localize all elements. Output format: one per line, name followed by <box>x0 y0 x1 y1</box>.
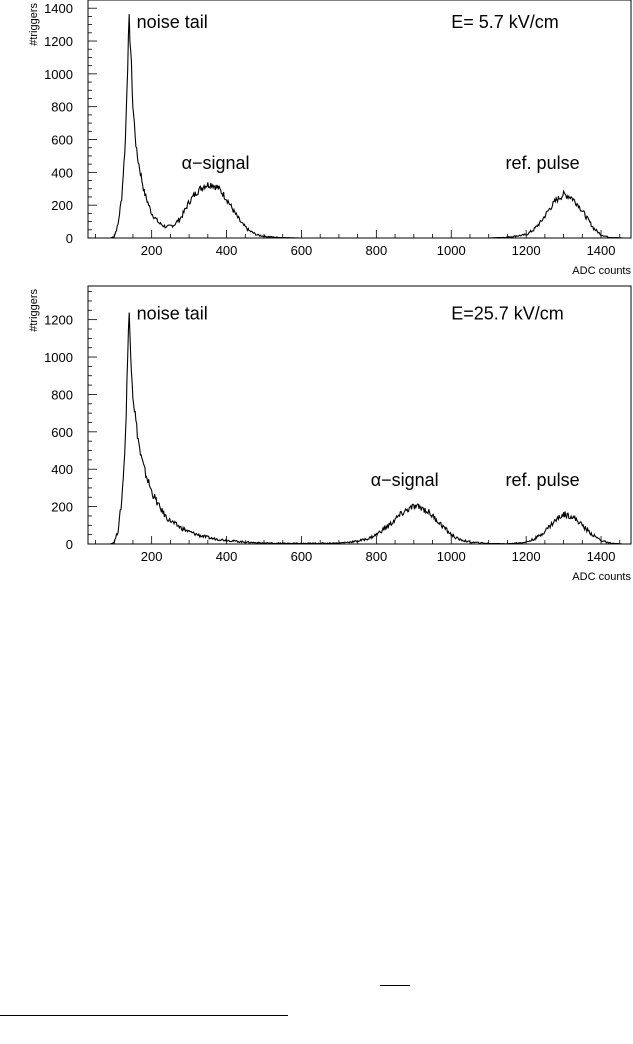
x-tick-label: 1200 <box>512 243 541 258</box>
annotation: noise tail <box>137 12 208 32</box>
annotation: α−signal <box>371 470 439 490</box>
x-tick-label: 200 <box>141 243 163 258</box>
y-tick-label: 800 <box>51 387 73 402</box>
annotation: ref. pulse <box>506 470 580 490</box>
x-axis-label: ADC counts <box>572 571 631 583</box>
x-tick-label: 400 <box>216 549 238 564</box>
y-tick-label: 600 <box>51 425 73 440</box>
x-tick-label: 200 <box>141 549 163 564</box>
x-tick-label: 600 <box>291 243 313 258</box>
histogram-line <box>103 14 624 239</box>
y-tick-label: 0 <box>66 231 73 246</box>
histogram-line <box>103 312 624 545</box>
y-tick-label: 1400 <box>44 1 73 16</box>
x-tick-label: 400 <box>216 243 238 258</box>
chart-panel-1: 200 400 600 800 1000 1200 1400 0 200 400 600 800 100… <box>28 0 632 277</box>
x-tick-label: 1200 <box>512 549 541 564</box>
x-tick-label: 1400 <box>587 243 616 258</box>
y-tick-label: 200 <box>51 198 73 213</box>
y-tick-label: 1200 <box>44 313 73 328</box>
figure: 200 400 600 800 1000 1200 1400 0 200 400 600 800 100… <box>28 0 632 583</box>
y-axis-label: #triggers <box>28 289 40 332</box>
y-tick-label: 1000 <box>44 350 73 365</box>
x-tick-label: 1000 <box>437 243 466 258</box>
y-tick-label: 800 <box>51 100 73 115</box>
x-tick-label: 800 <box>366 549 388 564</box>
x-tick-label: 800 <box>366 243 388 258</box>
y-tick-label: 1200 <box>44 34 73 49</box>
annotation: E= 5.7 kV/cm <box>451 12 559 32</box>
y-tick-label: 600 <box>51 133 73 148</box>
annotation: α−signal <box>182 153 250 173</box>
x-axis-label: ADC counts <box>572 265 631 277</box>
y-tick-label: 400 <box>51 165 73 180</box>
plot-frame <box>87 0 632 239</box>
x-tick-label: 1400 <box>587 549 616 564</box>
annotation: ref. pulse <box>506 153 580 173</box>
y-axis-label: #triggers <box>28 3 40 46</box>
chart-panel-2: 200 400 600 800 1000 1200 1400 0 200 400 600 800 100… <box>28 285 632 583</box>
y-tick-label: 1000 <box>44 67 73 82</box>
y-tick-label: 400 <box>51 462 73 477</box>
footnote-rule <box>0 1015 288 1016</box>
y-tick-label: 200 <box>51 500 73 515</box>
plot-frame <box>87 285 632 545</box>
x-tick-label: 600 <box>291 549 313 564</box>
fraction-rule <box>380 985 410 986</box>
y-tick-label: 0 <box>66 537 73 552</box>
annotation: noise tail <box>137 304 208 324</box>
x-tick-label: 1000 <box>437 549 466 564</box>
annotation: E=25.7 kV/cm <box>451 304 564 324</box>
